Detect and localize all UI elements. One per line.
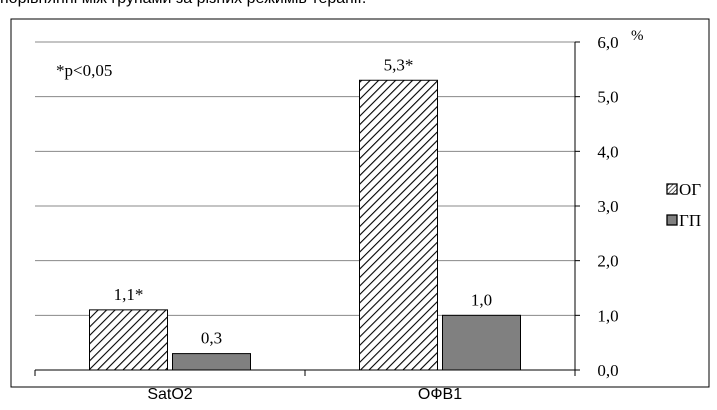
data-label: 5,3* [384,55,414,74]
bar-ГП-SatO2 [172,353,251,371]
bar-ОГ-SatO2 [89,309,168,371]
y-tick-label: 2,0 [597,252,618,271]
caption-text: порівнянні між групами за різних режимів… [0,0,717,10]
bar-ОГ-ОФВ1 [359,79,438,371]
y-tick-label: 1,0 [597,306,618,325]
y-tick-label: 4,0 [597,142,618,161]
legend-swatch-ГП [666,214,678,226]
data-label: 1,0 [471,290,492,309]
y-tick-label: 6,0 [597,33,618,52]
y-unit-label: % [631,28,644,44]
y-tick-label: 0,0 [597,361,618,380]
y-tick-label: 5,0 [597,88,618,107]
bar-ГП-ОФВ1 [442,314,521,371]
significance-note: *p<0,05 [56,61,112,80]
legend-label: ГП [679,211,701,230]
chart-border [10,18,710,388]
legend-swatch-ОГ [666,183,678,195]
data-label: 1,1* [114,285,144,304]
x-category-label: ОФВ1 [418,386,462,403]
data-label: 0,3 [201,329,222,348]
x-category-label: SatO2 [147,386,192,403]
y-tick-label: 3,0 [597,197,618,216]
legend-label: ОГ [679,180,701,199]
